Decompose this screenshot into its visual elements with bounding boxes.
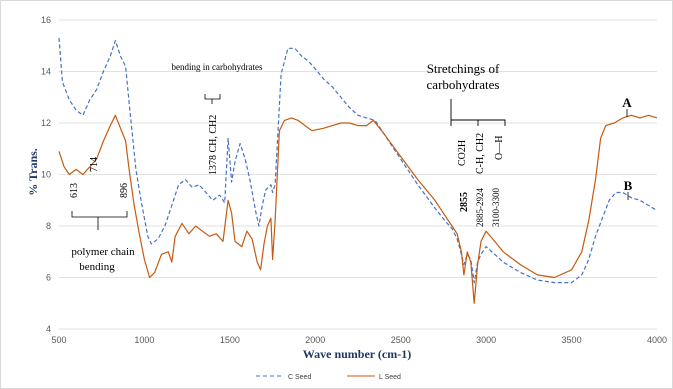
legend-label-c-seed: C Seed: [288, 374, 311, 381]
annotation-bending-carbohydrates: bending in carbohydrates: [172, 62, 263, 72]
x-tick-label: 3500: [562, 335, 582, 345]
series-label-b: B: [624, 178, 633, 193]
annotation-stretchings-line1: Stretchings of: [427, 61, 500, 76]
x-tick-label: 1500: [220, 335, 240, 345]
x-tick-label: 2500: [391, 335, 411, 345]
annotation-co2h: CO2H: [457, 140, 468, 166]
y-tick-label: 6: [46, 273, 51, 283]
x-tick-label: 3000: [476, 335, 496, 345]
series-label-a: A: [622, 95, 632, 110]
annotation-2885-2924: 2885-2924: [475, 188, 485, 227]
bracket-carbohydrate-bending: [204, 94, 221, 104]
annotation-polymer-line1: polymer chain: [71, 246, 135, 258]
gridlines: [59, 19, 657, 330]
y-axis-title: % Trans.: [26, 148, 40, 196]
annotation-2855: 2855: [459, 192, 470, 212]
x-tick-label: 4000: [647, 335, 667, 345]
annotation-polymer-line2: bending: [79, 261, 115, 273]
annotation-o-h: O—H: [494, 136, 505, 160]
x-tick-labels: 500 1000 1500 2000 2500 3000 3500 4000: [51, 335, 667, 345]
y-tick-label: 12: [41, 118, 51, 128]
annotation-c-h-ch2: C-H, CH2: [475, 133, 486, 174]
series-line-c-seed: [58, 37, 658, 284]
y-tick-label: 8: [46, 221, 51, 231]
y-tick-labels: 4 6 8 10 12 14 16: [41, 15, 51, 334]
bracket-polymer-bending: [71, 211, 128, 230]
series-lines: [58, 37, 658, 304]
x-tick-label: 2000: [305, 335, 325, 345]
y-tick-label: 14: [41, 67, 51, 77]
bracket-stretchings: [450, 99, 506, 126]
annotation-stretchings-line2: carbohydrates: [427, 77, 500, 92]
x-axis-title: Wave number (cm-1): [303, 347, 411, 361]
x-tick-label: 1000: [134, 335, 154, 345]
annotation-ch-ch2: 1378 CH, CH2: [208, 115, 219, 175]
legend-label-l-seed: L Seed: [379, 374, 401, 381]
x-tick-label: 500: [51, 335, 66, 345]
y-tick-label: 4: [46, 324, 51, 334]
annotation-896: 896: [119, 183, 130, 198]
y-tick-label: 16: [41, 15, 51, 25]
annotation-613: 613: [69, 183, 80, 198]
series-line-l-seed: [58, 114, 658, 304]
legend: C Seed L Seed: [256, 374, 401, 381]
annotation-714: 714: [89, 157, 100, 172]
annotation-3100-3300: 3100-3300: [491, 188, 501, 227]
y-tick-label: 10: [41, 170, 51, 180]
